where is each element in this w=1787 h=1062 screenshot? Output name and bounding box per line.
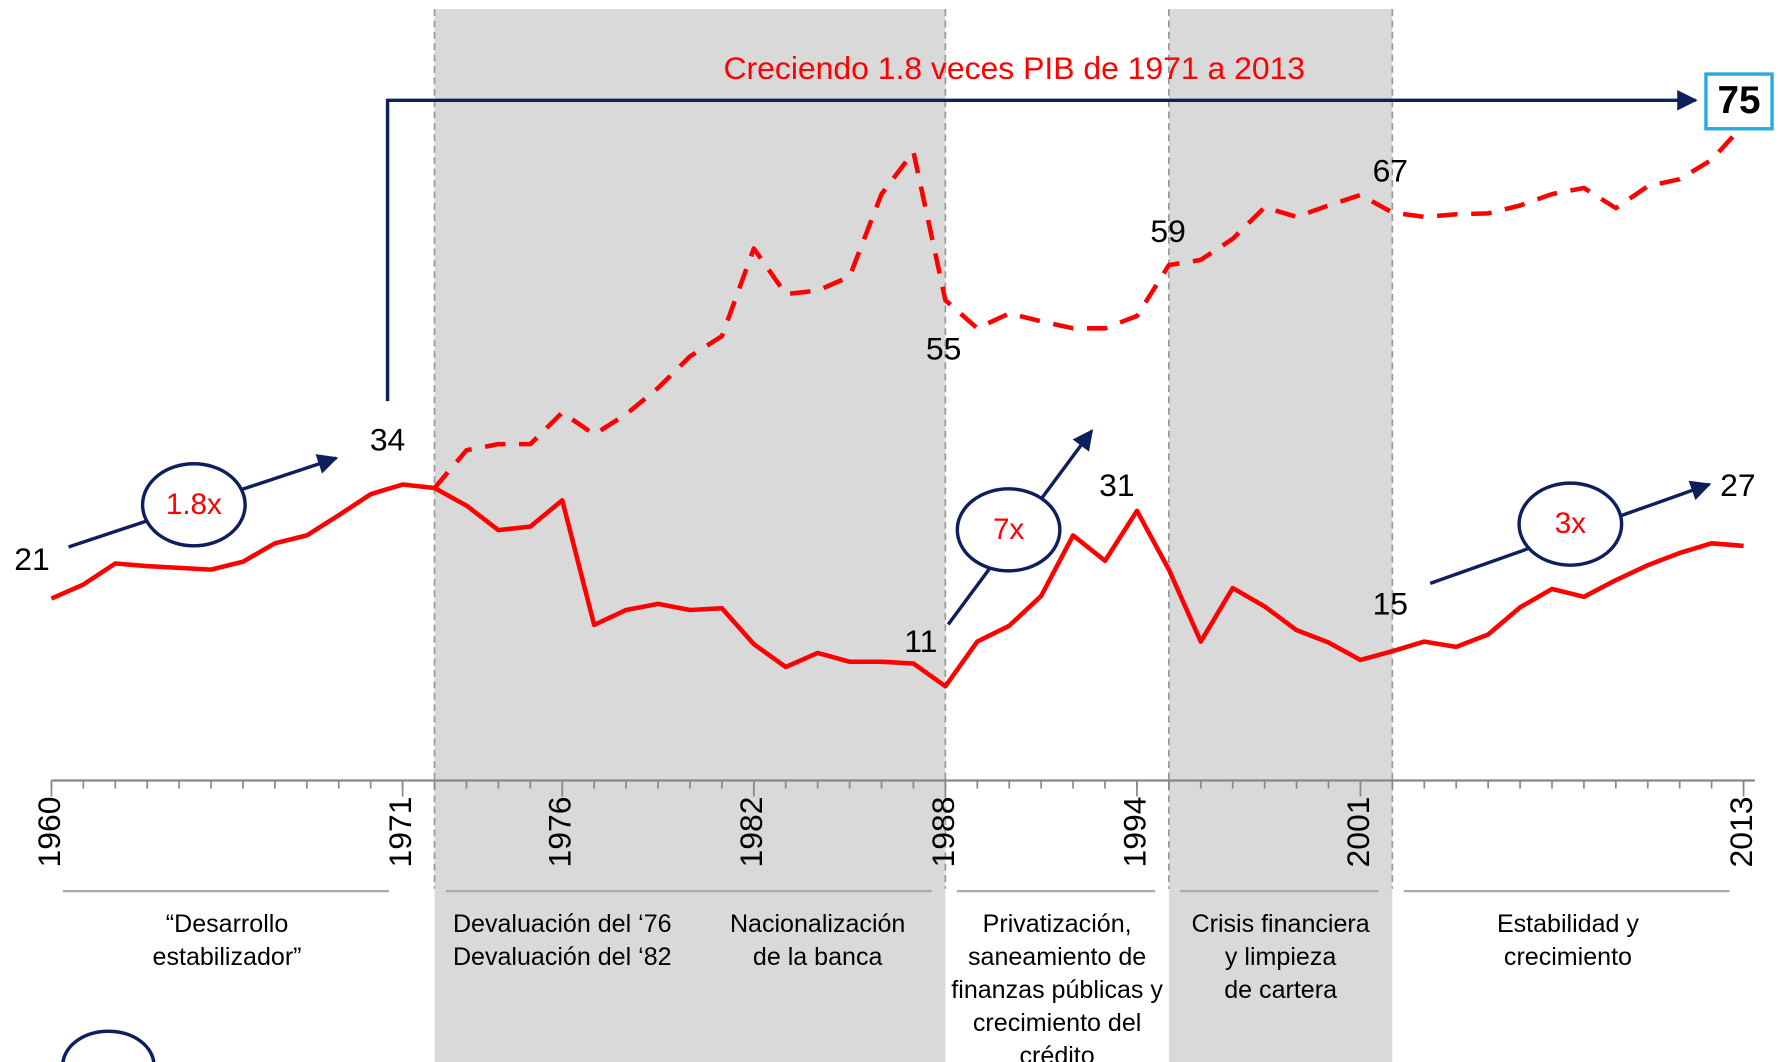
period-label: estabilizador” [153, 943, 302, 971]
data-line [432, 123, 1746, 490]
data-label: 15 [1373, 586, 1408, 622]
x-tick-label: 1971 [382, 797, 418, 868]
data-label: 34 [370, 422, 405, 458]
data-label: 55 [926, 330, 961, 366]
growth-label: 7x [993, 513, 1024, 546]
period-label: Devaluación del ‘82 [453, 943, 672, 971]
period-label: Estabilidad y [1497, 910, 1639, 938]
period-label: de la banca [753, 943, 883, 971]
annotation: Creciendo 1.8 veces PIB de 1971 a 2013 [724, 50, 1306, 86]
x-tick-label: 1960 [31, 797, 67, 868]
data-label: 67 [1373, 153, 1408, 189]
legend-circle [61, 1029, 156, 1062]
x-tick-label: 1982 [733, 797, 769, 868]
x-tick-label: 2013 [1723, 797, 1759, 868]
data-label: 21 [14, 541, 49, 577]
period-label: Nacionalización [730, 910, 905, 938]
period-shade [1168, 9, 1393, 1062]
period-label: saneamiento de [968, 943, 1146, 971]
growth-label: 3x [1555, 507, 1586, 540]
period-label: crecimiento [1504, 943, 1632, 971]
growth-arrow [385, 90, 1698, 402]
period-label: y limpieza [1225, 943, 1336, 971]
period-label: Devaluación del ‘76 [453, 910, 672, 938]
growth-circle [1517, 481, 1624, 567]
data-label: 75 [1717, 79, 1760, 122]
period-label: crédito [1020, 1042, 1095, 1062]
x-tick-label: 2001 [1340, 797, 1376, 868]
growth-circle [140, 462, 247, 548]
x-tick-label: 1976 [542, 797, 578, 868]
x-tick-label: 1988 [925, 797, 961, 868]
growth-label: 1.8x [166, 488, 222, 521]
period-label: Crisis financiera [1192, 910, 1370, 938]
period-label: finanzas públicas y [951, 976, 1163, 1004]
period-label: crecimiento del [973, 1009, 1141, 1037]
period-label: de cartera [1224, 976, 1337, 1004]
data-label: 27 [1720, 467, 1755, 503]
x-tick-label: 1994 [1116, 797, 1152, 868]
period-label: Privatización, [983, 910, 1132, 938]
growth-circle [955, 487, 1062, 573]
value-box [1704, 72, 1774, 131]
period-label: “Desarrollo [166, 910, 288, 938]
data-line [50, 482, 1744, 689]
data-label: 11 [904, 623, 937, 659]
period-shade [434, 9, 946, 1062]
data-label: 31 [1099, 467, 1134, 503]
data-label: 59 [1150, 213, 1185, 249]
